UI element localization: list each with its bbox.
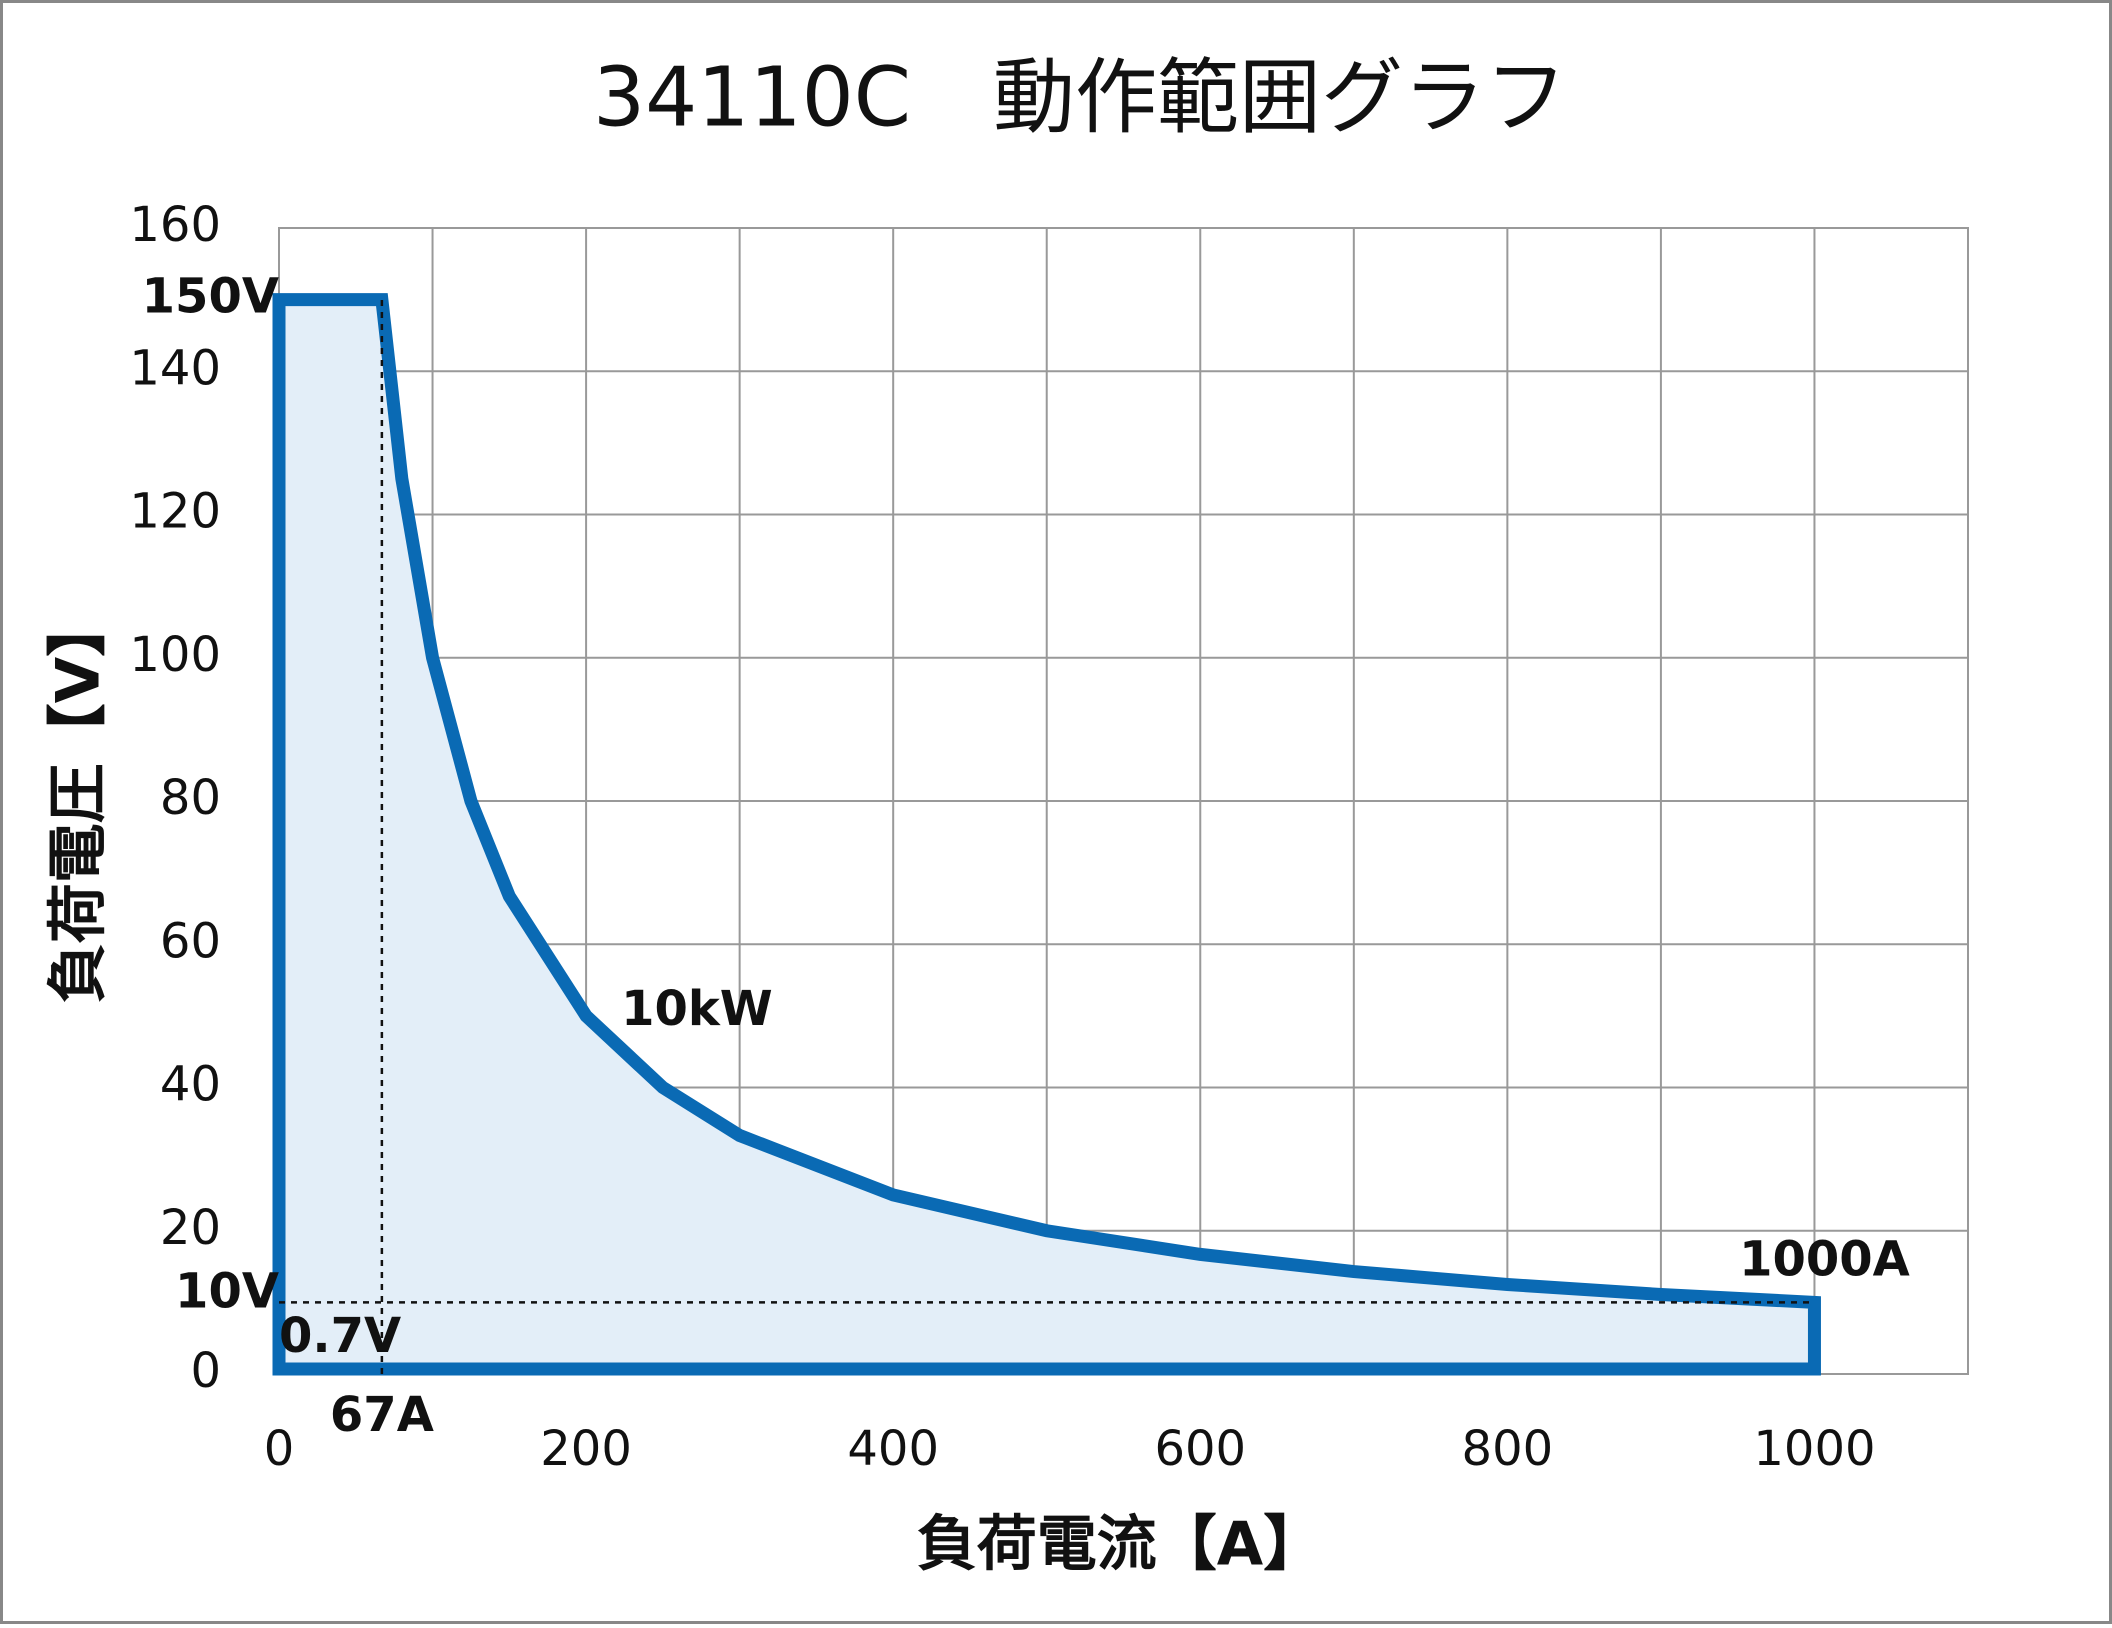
y-tick-label: 0	[190, 1343, 221, 1399]
y-tick-label: 80	[160, 770, 221, 826]
y-tick-label: 100	[129, 627, 221, 683]
x-tick-label: 1000	[1753, 1421, 1875, 1477]
x-tick-label: 800	[1462, 1421, 1554, 1477]
y-tick-label: 160	[129, 197, 221, 253]
y-tick-label: 60	[160, 913, 221, 969]
annotation: 150V	[142, 269, 279, 325]
y-axis-label: 負荷電圧【V】	[44, 597, 114, 1003]
x-axis-label: 負荷電流【A】	[917, 1510, 1323, 1580]
x-tick-label: 600	[1154, 1421, 1246, 1477]
operating-boundary	[272, 293, 1821, 1376]
y-tick-label: 120	[129, 484, 221, 540]
annotation: 0.7V	[279, 1308, 401, 1364]
annotation: 10V	[175, 1263, 279, 1319]
y-tick-label: 20	[160, 1200, 221, 1256]
x-tick-label: 400	[847, 1421, 939, 1477]
annotation: 67A	[330, 1387, 434, 1443]
annotation: 10kW	[621, 981, 773, 1037]
y-tick-label: 140	[129, 340, 221, 396]
x-tick-label: 0	[264, 1421, 295, 1477]
x-tick-label: 200	[540, 1421, 632, 1477]
annotation: 1000A	[1739, 1231, 1910, 1287]
y-tick-label: 40	[160, 1057, 221, 1113]
chart-title: 34110C 動作範囲グラフ	[593, 50, 1567, 145]
operating-area	[279, 299, 1815, 1369]
